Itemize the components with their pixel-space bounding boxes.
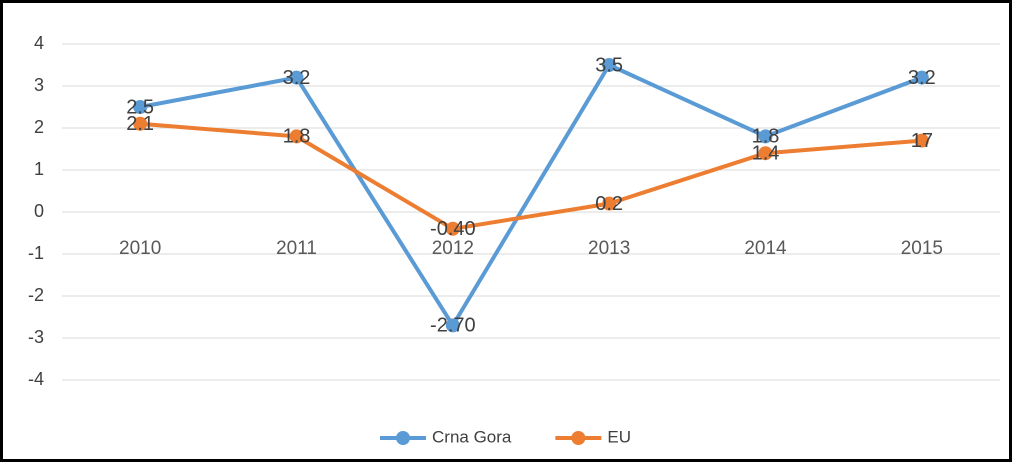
marker <box>602 196 617 211</box>
data-label: 3.5 <box>595 54 623 76</box>
y-tick-label: 2 <box>34 117 44 137</box>
marker <box>758 146 773 161</box>
data-label: 1.8 <box>752 126 780 148</box>
marker <box>602 58 617 72</box>
marker <box>445 221 460 236</box>
series-line <box>139 63 923 328</box>
marker <box>914 133 929 148</box>
y-tick-label: -3 <box>28 327 44 347</box>
x-tick-label: 2014 <box>744 238 787 259</box>
marker <box>289 129 304 144</box>
data-label: 2.1 <box>126 113 154 135</box>
labels: -4 -3 -2 -1 0 1 2 3 4 2010 2011 2012 2013 2014 2015 2.5… <box>28 33 943 389</box>
data-label: -2.70 <box>430 315 476 337</box>
y-tick-label: 1 <box>34 159 44 179</box>
data-label: 0.2 <box>595 193 623 215</box>
x-tick-label: 2013 <box>588 238 630 259</box>
y-tick-label: -1 <box>28 243 44 263</box>
plot <box>133 58 929 333</box>
legend-marker <box>571 431 586 445</box>
data-label: 17 <box>911 130 933 152</box>
x-tick-label: 2010 <box>119 238 161 259</box>
legend-label: Crna Gora <box>432 427 512 446</box>
y-tick-label: -2 <box>28 285 44 305</box>
marker <box>914 70 929 85</box>
y-tick-label: 4 <box>34 33 44 53</box>
data-label: 1.4 <box>752 142 780 164</box>
marker <box>289 70 304 85</box>
data-label: 2.5 <box>126 96 154 118</box>
marker <box>133 100 148 114</box>
y-tick-label: 0 <box>34 201 44 221</box>
x-tick-label: 2015 <box>901 238 943 259</box>
data-label: 3.2 <box>283 67 311 89</box>
legend-label: EU <box>607 427 631 446</box>
data-label: -0.40 <box>430 218 476 240</box>
grid <box>62 43 1000 381</box>
x-tick-label: 2012 <box>432 238 474 259</box>
legend-marker <box>396 431 410 445</box>
y-tick-label: -4 <box>28 369 44 389</box>
series-line <box>140 121 922 231</box>
x-tick-label: 2011 <box>276 238 317 259</box>
data-label: 3.2 <box>908 67 936 89</box>
marker <box>445 318 460 333</box>
y-tick-label: 3 <box>34 75 44 95</box>
marker <box>133 116 148 131</box>
data-label: 1.8 <box>283 126 311 148</box>
marker <box>758 129 773 144</box>
